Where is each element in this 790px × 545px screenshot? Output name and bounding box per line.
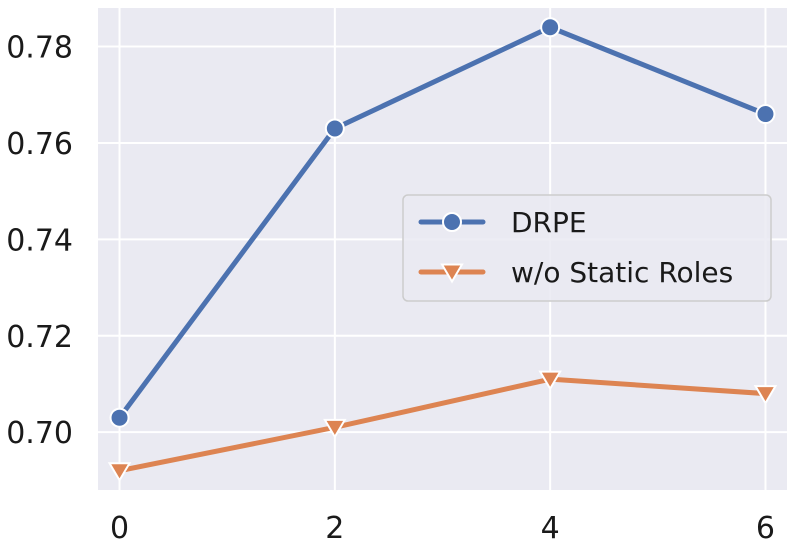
data-point <box>324 118 345 139</box>
data-point <box>109 407 130 428</box>
data-point <box>540 17 561 38</box>
legend-label: w/o Static Roles <box>511 256 733 289</box>
data-point <box>755 104 776 125</box>
series-layer <box>107 17 778 483</box>
series-line <box>117 376 768 474</box>
x-tick-label: 2 <box>325 511 344 545</box>
series-0 <box>109 17 776 428</box>
data-point <box>538 370 562 391</box>
x-tick-label: 6 <box>756 511 775 545</box>
data-point <box>753 385 778 406</box>
legend: DRPE w/o Static Roles <box>402 194 772 302</box>
legend-marker <box>440 263 464 284</box>
legend-marker <box>442 212 462 232</box>
series-line <box>117 24 768 421</box>
data-point <box>107 462 132 483</box>
x-tick-label: 0 <box>110 511 129 545</box>
y-tick-label: 0.76 <box>6 127 73 162</box>
legend-label: DRPE <box>511 206 587 239</box>
y-tick-label: 0.70 <box>6 416 73 451</box>
series-1 <box>107 370 778 483</box>
tick-labels: 0 2 4 6 0.70 0.72 0.74 0.76 0.78 <box>6 31 775 545</box>
y-tick-label: 0.78 <box>6 31 73 66</box>
legend-box <box>402 194 772 302</box>
x-tick-label: 4 <box>541 511 560 545</box>
data-point <box>323 418 347 439</box>
y-tick-label: 0.74 <box>6 223 73 258</box>
y-tick-label: 0.72 <box>6 320 73 355</box>
